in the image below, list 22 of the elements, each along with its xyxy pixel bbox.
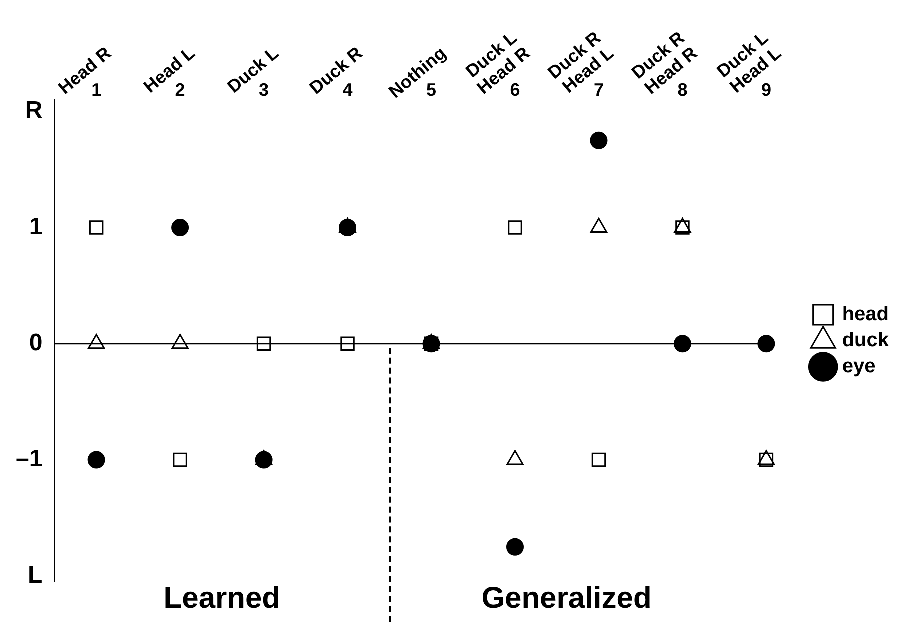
point (89, 220, 104, 235)
annotation: Generalized (482, 582, 652, 615)
y-tick-label: L (28, 562, 43, 589)
point (256, 336, 272, 352)
point (508, 220, 522, 235)
point (88, 451, 106, 469)
point (172, 219, 190, 237)
point (758, 335, 776, 353)
annotation: Learned (164, 582, 281, 615)
point (590, 132, 608, 150)
y-tick-label: 0 (29, 330, 43, 357)
point (340, 336, 355, 352)
y-tick-label: –1 (16, 446, 43, 473)
point (173, 452, 188, 468)
y-tick-label: 1 (29, 213, 43, 240)
point (506, 538, 524, 556)
point (592, 452, 606, 468)
legend-label: duck (842, 330, 890, 352)
y-tick-label: R (25, 97, 43, 124)
legend-label: eye (842, 356, 876, 378)
point (674, 335, 692, 353)
legend-label: head (842, 304, 890, 326)
